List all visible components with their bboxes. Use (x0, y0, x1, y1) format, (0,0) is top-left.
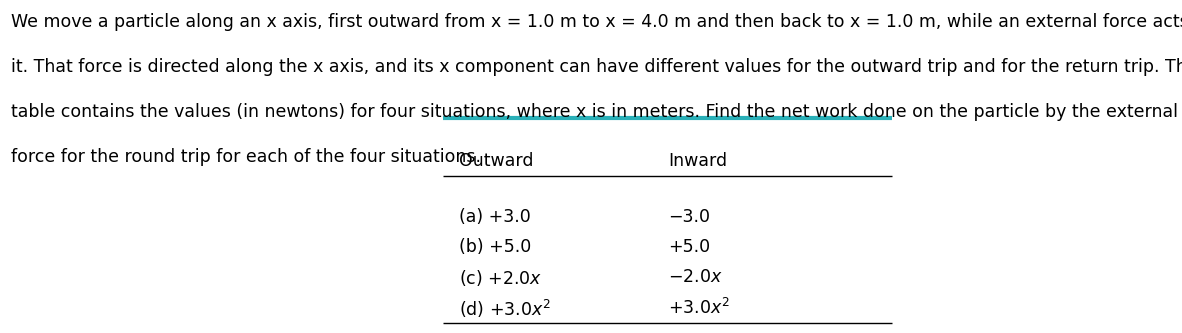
Text: (d) +3.0$x^2$: (d) +3.0$x^2$ (459, 298, 551, 320)
Text: −3.0: −3.0 (668, 208, 710, 226)
Text: (c) +2.0$x$: (c) +2.0$x$ (459, 268, 541, 288)
Text: Outward: Outward (459, 152, 533, 169)
Text: Inward: Inward (668, 152, 727, 169)
Text: We move a particle along an x axis, first outward from x = 1.0 m to x = 4.0 m an: We move a particle along an x axis, firs… (11, 13, 1182, 31)
Text: it. That force is directed along the x axis, and its x component can have differ: it. That force is directed along the x a… (11, 58, 1182, 76)
Text: +5.0: +5.0 (668, 238, 710, 256)
Text: table contains the values (in newtons) for four situations, where x is in meters: table contains the values (in newtons) f… (11, 103, 1177, 121)
Text: +3.0$x^2$: +3.0$x^2$ (668, 298, 729, 318)
Text: (b) +5.0: (b) +5.0 (459, 238, 531, 256)
Text: (a) +3.0: (a) +3.0 (459, 208, 531, 226)
Text: force for the round trip for each of the four situations.: force for the round trip for each of the… (11, 148, 481, 166)
Text: −2.0$x$: −2.0$x$ (668, 268, 722, 286)
